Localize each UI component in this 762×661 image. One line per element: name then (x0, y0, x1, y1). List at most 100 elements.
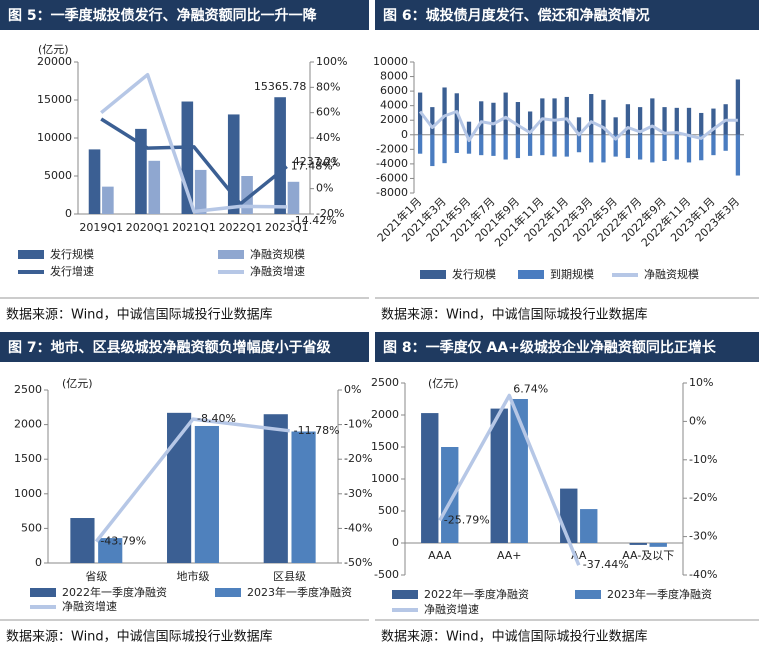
x-tick-label: AAA (428, 549, 452, 562)
bar (564, 96, 569, 135)
y-axis-unit: (亿元) (428, 377, 459, 390)
y2-tick-label: 80% (316, 80, 340, 93)
bar (686, 107, 692, 135)
bar (515, 102, 521, 135)
y2-tick-label: 0% (689, 414, 706, 427)
bar (576, 117, 582, 135)
x-tick-label: AA-及以下 (622, 549, 674, 562)
bar (625, 104, 631, 135)
y2-tick-label: 100% (316, 55, 347, 68)
bar (515, 134, 521, 159)
source-note: 数据来源：Wind，中诚信国际城投行业数据库 (6, 629, 273, 645)
chart-title: 图 5：一季度城投债发行、净融资额同比一升一降 (8, 7, 318, 24)
bar (479, 101, 484, 135)
chart-title: 图 6：城投债月度发行、偿还和净融资情况 (383, 7, 650, 24)
bar (194, 425, 219, 563)
y-tick-label: 0 (35, 556, 42, 569)
legend-swatch (518, 270, 544, 279)
y-tick-label: 0 (401, 128, 408, 141)
bar (629, 543, 647, 545)
line-series (438, 393, 581, 566)
legend-swatch (215, 588, 241, 597)
y2-tick-label: -50% (344, 556, 372, 569)
legend-label: 2022年一季度净融资 (424, 587, 529, 601)
y-tick-label: -4000 (376, 157, 408, 170)
bar (503, 92, 508, 135)
bar (490, 408, 508, 543)
header-bar (0, 332, 369, 362)
bar (601, 134, 606, 163)
data-label: 17.48% (291, 160, 333, 173)
y-tick-label: 2000 (380, 113, 408, 126)
chart-title: 图 7：地市、区县级城投净融资额负增幅度小于省级 (8, 339, 332, 356)
bar (601, 99, 606, 135)
y2-tick-label: -20% (344, 452, 372, 465)
y2-tick-label: 40% (316, 131, 340, 144)
header-bar (375, 0, 759, 30)
bar (291, 431, 316, 563)
bar (564, 134, 569, 157)
y-tick-label: 0 (392, 536, 399, 549)
y-tick-label: 10000 (373, 55, 408, 68)
y2-tick-label: 10% (689, 376, 713, 389)
bar (241, 176, 253, 214)
data-label: -14.42% (291, 214, 337, 227)
y2-tick-label: -10% (689, 453, 717, 466)
data-label: -25.79% (444, 513, 490, 526)
bar (466, 121, 472, 135)
y2-tick-label: 0% (344, 383, 361, 396)
legend-label: 净融资增速 (62, 599, 117, 613)
y-tick-label: 2000 (371, 408, 399, 421)
bar (540, 134, 545, 156)
data-label: -43.79% (100, 535, 146, 548)
y2-tick-label: -40% (344, 521, 372, 534)
y-tick-label: -2000 (376, 142, 408, 155)
legend-label: 净融资规模 (250, 247, 305, 261)
data-label: 15365.78 (254, 80, 307, 93)
bar (735, 134, 741, 176)
y-tick-label: 8000 (380, 70, 408, 83)
y-tick-label: 0 (65, 207, 72, 220)
bar (589, 134, 594, 163)
data-label: -11.78% (294, 424, 340, 437)
y-tick-label: -500 (374, 568, 399, 581)
y-tick-label: 5000 (44, 169, 72, 182)
y2-tick-label: -10% (344, 418, 372, 431)
bar (491, 102, 496, 135)
bar (181, 101, 194, 214)
bar (711, 108, 716, 135)
x-tick-label: 2021Q1 (172, 221, 216, 234)
bar (417, 134, 423, 154)
bar (699, 134, 704, 161)
x-tick-label: 省级 (85, 570, 107, 583)
bar (442, 87, 447, 135)
bar (552, 98, 557, 135)
y-tick-label: 1500 (371, 440, 399, 453)
bar (88, 149, 101, 214)
bar (441, 447, 459, 543)
bar (466, 134, 472, 154)
y-tick-label: -8000 (376, 186, 408, 199)
line-series (418, 110, 738, 143)
x-tick-label: 2023Q1 (265, 221, 309, 234)
legend-label: 净融资增速 (250, 264, 305, 278)
data-label: 6.74% (513, 383, 548, 396)
legend-label: 2022年一季度净融资 (62, 585, 167, 599)
bar (711, 134, 716, 156)
bar (580, 509, 598, 543)
y-tick-label: 2500 (371, 376, 399, 389)
y2-tick-label: -30% (689, 530, 717, 543)
chart-title: 图 8：一季度仅 AA+级城投企业净融资额同比正增长 (383, 339, 717, 356)
legend-swatch (575, 590, 601, 599)
bar (650, 134, 655, 163)
line-series (100, 72, 287, 214)
bar (135, 128, 147, 214)
bar (589, 94, 594, 135)
y-axis-unit: (亿元) (38, 43, 69, 56)
y2-tick-label: -20% (316, 207, 344, 220)
legend-label: 净融资规模 (644, 267, 699, 281)
y-tick-label: 4000 (380, 99, 408, 112)
bar (613, 134, 618, 157)
y-tick-label: 2000 (14, 418, 42, 431)
